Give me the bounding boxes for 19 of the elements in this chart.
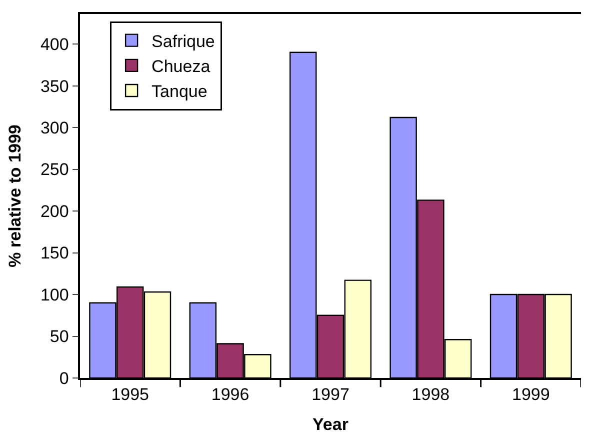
y-tick-label: 50 <box>50 327 69 346</box>
y-tick-label: 250 <box>40 160 69 180</box>
y-tick-label: 300 <box>40 118 69 138</box>
x-tick-label: 1996 <box>211 385 250 404</box>
x-tick-label: 1999 <box>512 385 550 404</box>
legend-label: Tanque <box>152 82 208 102</box>
y-tick-label: 350 <box>40 76 69 96</box>
x-tick-label: 1995 <box>111 385 150 404</box>
x-tick-label: 1998 <box>412 385 450 404</box>
y-tick-label: 400 <box>40 35 69 54</box>
y-tick-label: 150 <box>40 244 69 263</box>
legend-label: Chueza <box>152 57 211 76</box>
y-tick-label: 100 <box>40 285 69 304</box>
x-axis-title: Year <box>312 415 349 434</box>
y-axis-title: % relative to 1999 <box>6 124 25 268</box>
legend-label: Safrique <box>152 32 215 51</box>
y-tick-label: 200 <box>40 202 69 221</box>
y-tick-label: 0 <box>59 368 69 388</box>
x-tick-label: 1997 <box>312 385 350 404</box>
